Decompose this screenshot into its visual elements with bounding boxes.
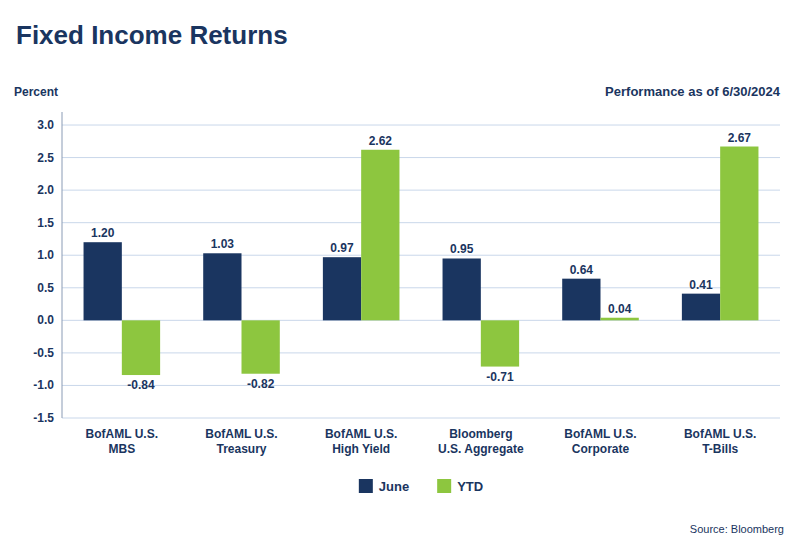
- y-tick-label: 2.5: [37, 151, 54, 165]
- y-axis-line: [62, 112, 63, 418]
- bar: [682, 294, 720, 321]
- x-tick-label-line: U.S. Aggregate: [438, 442, 524, 456]
- x-tick-label-line: Corporate: [572, 442, 630, 456]
- background: [0, 0, 800, 545]
- bar: [601, 318, 639, 321]
- bar: [323, 257, 361, 320]
- data-label: 0.95: [450, 242, 474, 256]
- x-tick-label: BloombergU.S. Aggregate: [438, 427, 524, 456]
- x-tick-label-line: BofAML U.S.: [205, 427, 277, 441]
- data-label: 0.64: [570, 263, 594, 277]
- data-label: 2.67: [728, 131, 752, 145]
- x-tick-label-line: BofAML U.S.: [684, 427, 756, 441]
- title: Fixed Income Returns: [16, 20, 288, 50]
- x-tick-label-line: MBS: [108, 442, 135, 456]
- grid-line: [62, 222, 780, 223]
- data-label: 0.41: [689, 278, 713, 292]
- y-tick-label: 1.0: [37, 248, 54, 262]
- x-tick-labels: BofAML U.S.MBSBofAML U.S.TreasuryBofAML …: [86, 427, 757, 456]
- data-label: -0.82: [247, 377, 275, 391]
- legend-item: YTD: [437, 479, 483, 494]
- data-label: 2.62: [369, 134, 393, 148]
- data-label: 0.97: [330, 241, 354, 255]
- y-tick-label: 3.0: [37, 118, 54, 132]
- bar: [443, 258, 481, 320]
- data-label: -0.84: [127, 378, 155, 392]
- y-tick-label: -0.5: [33, 346, 54, 360]
- x-tick-label-line: BofAML U.S.: [564, 427, 636, 441]
- x-tick-label: BofAML U.S.MBS: [86, 427, 158, 456]
- grid-line: [62, 255, 780, 256]
- y-tick-label: 2.0: [37, 183, 54, 197]
- y-tick-label: 1.5: [37, 216, 54, 230]
- x-tick-label-line: High Yield: [332, 442, 390, 456]
- performance-note: Performance as of 6/30/2024: [605, 84, 781, 99]
- legend-label: YTD: [457, 479, 483, 494]
- legend: June YTD: [359, 479, 483, 494]
- x-tick-label-line: T-Bills: [702, 442, 738, 456]
- grid-line: [62, 418, 780, 419]
- x-tick-label: BofAML U.S.Corporate: [564, 427, 636, 456]
- bar: [203, 253, 241, 320]
- x-tick-label: BofAML U.S.Treasury: [205, 427, 277, 456]
- y-axis-label: Percent: [14, 85, 58, 99]
- legend-label: June: [379, 479, 409, 494]
- grid-line: [62, 352, 780, 353]
- grid-line: [62, 125, 780, 126]
- legend-swatch: [437, 479, 451, 493]
- grid-line: [62, 385, 780, 386]
- grid-line: [62, 287, 780, 288]
- chart: Fixed Income Returns Percent Performance a…: [0, 0, 800, 545]
- bar: [562, 279, 600, 321]
- x-tick-label-line: Bloomberg: [449, 427, 512, 441]
- y-tick-label: 0.5: [37, 281, 54, 295]
- data-label: 0.04: [608, 302, 632, 316]
- data-label: 1.03: [211, 237, 235, 251]
- data-label: 1.20: [91, 226, 115, 240]
- data-labels: 1.20 1.03 0.97 0.95 0.64 0.41 -0.84 -0.82 2.62 -0…: [91, 131, 751, 393]
- x-tick-label-line: Treasury: [216, 442, 266, 456]
- source-note: Source: Bloomberg: [690, 523, 784, 535]
- bar: [242, 320, 280, 373]
- data-label: -0.71: [486, 370, 514, 384]
- legend-item: June: [359, 479, 409, 494]
- y-tick-labels: -1.5 -1.0 -0.5 0.0 0.5 1.0 1.5 2.0 2.5 3.0: [33, 118, 54, 425]
- x-tick-label-line: BofAML U.S.: [325, 427, 397, 441]
- grid-line: [62, 320, 780, 321]
- bar: [720, 147, 758, 321]
- y-grid: [62, 125, 780, 418]
- grid-line: [62, 190, 780, 191]
- grid-line: [62, 157, 780, 158]
- bar: [361, 150, 399, 321]
- x-tick-label-line: BofAML U.S.: [86, 427, 158, 441]
- bars: [84, 147, 759, 376]
- x-tick-label: BofAML U.S.T-Bills: [684, 427, 756, 456]
- bar: [122, 320, 160, 375]
- y-tick-label: 0.0: [37, 313, 54, 327]
- bar: [481, 320, 519, 366]
- legend-swatch: [359, 479, 373, 493]
- bar: [84, 242, 122, 320]
- y-tick-label: -1.0: [33, 378, 54, 392]
- y-tick-label: -1.5: [33, 411, 54, 425]
- x-tick-label: BofAML U.S.High Yield: [325, 427, 397, 456]
